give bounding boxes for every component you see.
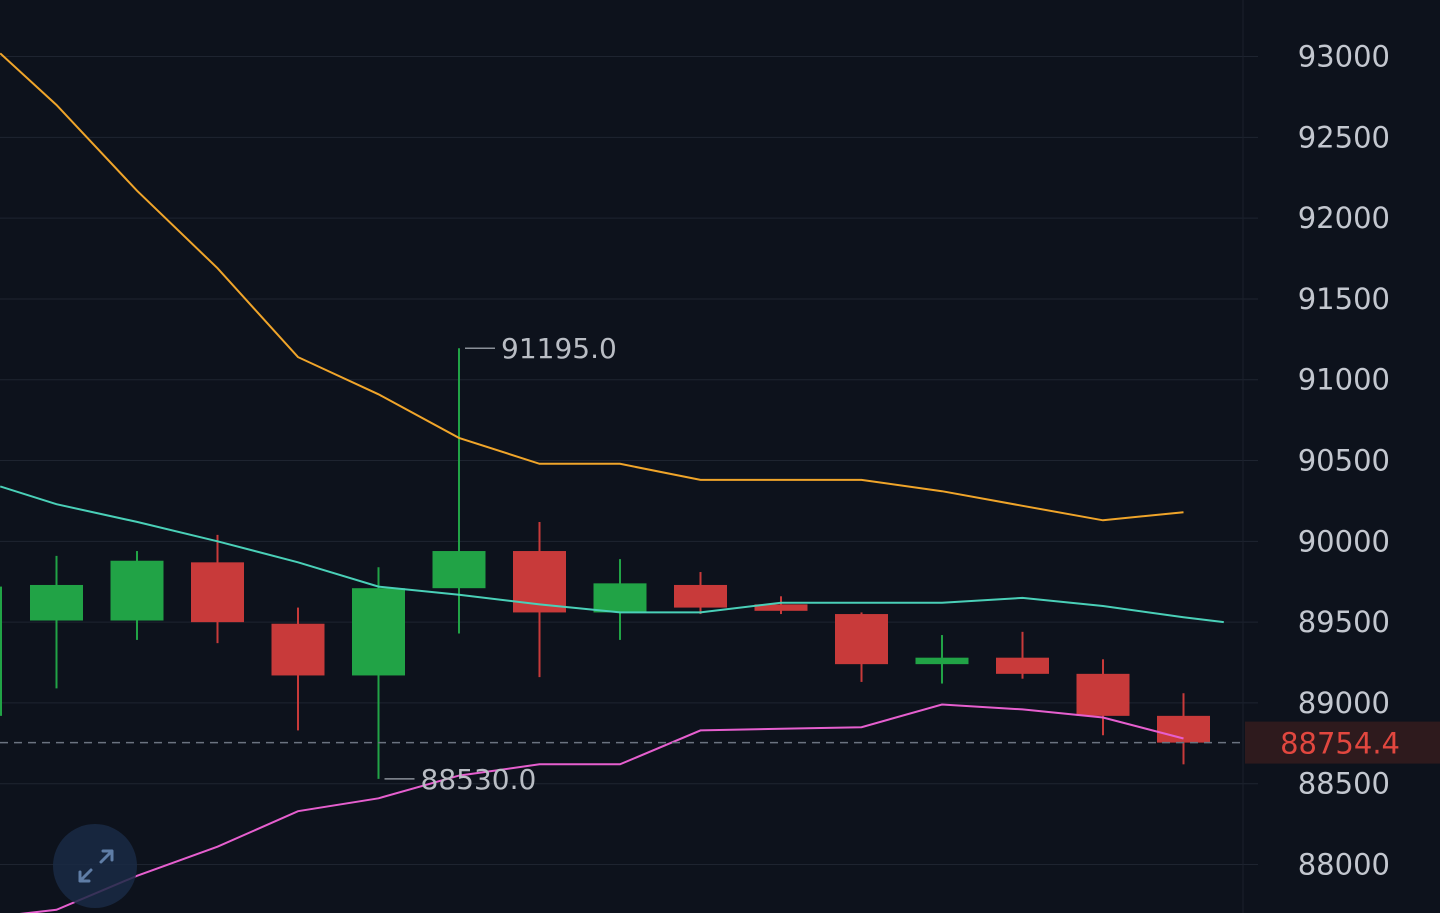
ma-line	[0, 485, 1224, 624]
ma-line	[0, 52, 1184, 522]
moving-average-lines	[0, 52, 1224, 913]
expand-button[interactable]	[53, 824, 137, 908]
last-price-line: 88754.4	[0, 721, 1440, 764]
annotation-label: 91195.0	[501, 332, 617, 365]
y-tick-label: 91500	[1298, 282, 1390, 316]
y-tick-label: 88500	[1298, 767, 1390, 801]
candle[interactable]	[191, 534, 244, 644]
y-tick-label: 91000	[1298, 363, 1390, 397]
candle-body[interactable]	[191, 562, 244, 623]
candle-body[interactable]	[915, 657, 969, 665]
candle-body[interactable]	[996, 657, 1049, 674]
candle[interactable]	[835, 612, 888, 682]
candle[interactable]	[30, 555, 83, 689]
y-tick-label: 92500	[1298, 120, 1390, 154]
y-tick-label: 90000	[1298, 524, 1390, 558]
candle-body[interactable]	[352, 588, 405, 676]
high-low-annotations: 91195.0 88530.0	[384, 332, 617, 796]
candle[interactable]	[674, 572, 727, 615]
candle[interactable]	[1157, 693, 1210, 765]
y-tick-label: 93000	[1298, 40, 1390, 74]
y-tick-label: 88000	[1298, 848, 1390, 882]
expand-arrows-icon	[78, 849, 114, 883]
annotation-label: 88530.0	[421, 763, 537, 796]
candle-body[interactable]	[271, 623, 325, 676]
candle[interactable]	[352, 567, 405, 779]
candle[interactable]	[432, 348, 486, 634]
candle-body[interactable]	[835, 614, 888, 665]
candle[interactable]	[754, 596, 808, 615]
candle-body[interactable]	[432, 551, 486, 589]
candle-body[interactable]	[513, 551, 566, 613]
candle[interactable]	[271, 607, 325, 731]
candle-body-clipped	[0, 586, 2, 716]
candle[interactable]	[915, 635, 969, 684]
candle-body[interactable]	[593, 583, 647, 613]
last-price-tag	[1245, 721, 1440, 764]
y-tick-label: 89500	[1298, 605, 1390, 639]
candle[interactable]	[110, 551, 164, 640]
price-axis[interactable]: 93000 92500 92000 91500 91000 90500 90000 89500…	[1298, 40, 1390, 882]
y-tick-label: 92000	[1298, 201, 1390, 235]
ma-line	[19, 703, 1184, 913]
candle-body[interactable]	[30, 584, 83, 621]
y-tick-label: 89000	[1298, 686, 1390, 720]
candle-body[interactable]	[1076, 673, 1130, 716]
candle-body[interactable]	[754, 604, 808, 611]
candle[interactable]	[1076, 659, 1130, 736]
candle-body[interactable]	[1157, 715, 1210, 743]
y-tick-label: 90500	[1298, 444, 1390, 478]
candle[interactable]	[593, 559, 647, 640]
candle-body[interactable]	[674, 584, 727, 608]
candle[interactable]	[996, 631, 1049, 679]
expand-button-background[interactable]	[53, 824, 137, 908]
last-price-label: 88754.4	[1280, 727, 1400, 761]
candle-body[interactable]	[110, 560, 164, 621]
